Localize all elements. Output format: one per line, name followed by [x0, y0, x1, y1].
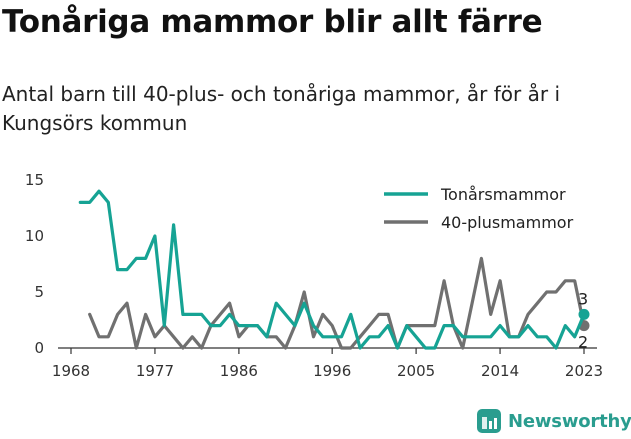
series-line-0	[78, 189, 586, 350]
brand-name: Newsworthy	[508, 410, 631, 432]
chart-title: Tonåriga mammor blir allt färre	[2, 4, 543, 40]
x-tick-label: 2014	[481, 362, 519, 380]
series-layer: 32	[78, 189, 590, 352]
x-tick-label: 1968	[52, 362, 90, 380]
x-tick-label: 1996	[313, 362, 351, 380]
newsworthy-brand: Newsworthy	[476, 408, 631, 434]
series-end-point-0	[578, 308, 590, 320]
y-tick-label: 5	[34, 283, 44, 301]
series-end-label-1: 2	[578, 333, 588, 352]
x-tick-label: 1977	[136, 362, 174, 380]
y-tick-label: 10	[25, 227, 44, 245]
y-tick-label: 15	[25, 171, 44, 189]
newsworthy-logo-icon	[477, 409, 501, 433]
x-tick-label: 2023	[565, 362, 603, 380]
y-tick-label: 0	[34, 339, 44, 357]
y-axis: 0 5 10 15	[25, 171, 44, 357]
x-tick-label: 1986	[220, 362, 258, 380]
x-tick-label: 2005	[397, 362, 435, 380]
legend-label-0: Tonårsmammor	[440, 185, 566, 204]
x-axis: 1968 1977 1986 1996 2005 2014 2023	[52, 347, 603, 380]
legend: Tonårsmammor 40-plusmammor	[384, 185, 574, 232]
series-end-label-0: 3	[578, 289, 588, 308]
legend-label-1: 40-plusmammor	[441, 213, 574, 232]
series-line-1	[88, 256, 586, 350]
chart-subtitle: Antal barn till 40-plus- och tonåriga ma…	[2, 82, 561, 135]
